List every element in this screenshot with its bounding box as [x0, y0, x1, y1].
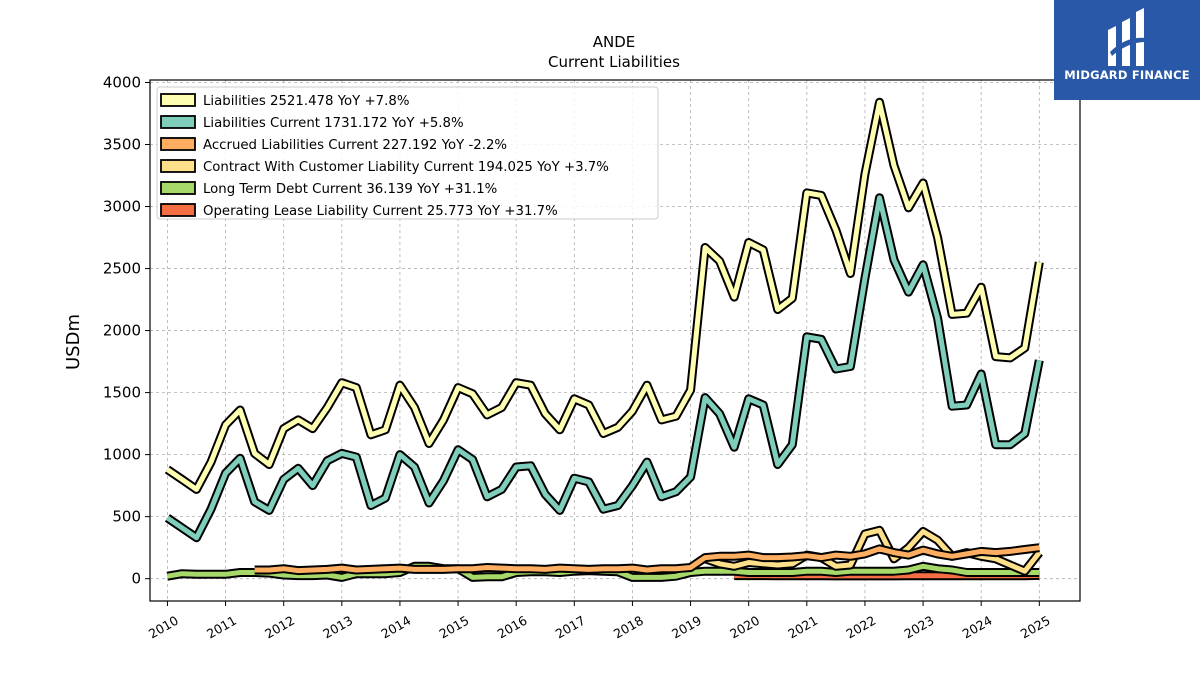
brand-logo: MIDGARD FINANCE: [1054, 0, 1200, 100]
legend-item: Operating Lease Liability Current 25.773…: [160, 203, 558, 219]
legend-box: [156, 86, 659, 220]
x-tick-label: 2015: [437, 613, 472, 642]
y-tick-label: 500: [112, 508, 141, 526]
legend-item: Accrued Liabilities Current 227.192 YoY …: [160, 137, 507, 153]
logo-text: MIDGARD FINANCE: [1064, 68, 1190, 82]
y-tick-label: 3000: [103, 198, 141, 216]
x-tick-label: 2013: [320, 613, 355, 642]
series-line: [254, 545, 1040, 574]
legend-swatch: [160, 159, 196, 173]
series-liabilities-current: [164, 193, 1044, 543]
legend-label: Contract With Customer Liability Current…: [203, 160, 609, 175]
logo-mark-icon: [1108, 8, 1146, 66]
series-line-outline: [164, 193, 1044, 543]
x-axis-ticks: 2010 2011 2012 2013 2014 2015 2016 2017 2018 2019…: [146, 601, 1053, 642]
x-tick-label: 2018: [611, 613, 646, 642]
y-tick-label: 1500: [103, 384, 141, 402]
x-tick-label: 2011: [204, 613, 239, 642]
chart-subtitle: Current Liabilities: [548, 53, 680, 71]
y-axis-label: USDm: [63, 314, 84, 370]
legend-swatch: [160, 93, 196, 107]
y-tick-label: 2000: [103, 322, 141, 340]
legend-label: Liabilities Current 1731.172 YoY +5.8%: [203, 116, 464, 131]
x-tick-label: 2024: [960, 613, 995, 642]
series-contract-with-customer-liability-current: [703, 525, 1043, 576]
legend-item: Contract With Customer Liability Current…: [160, 159, 609, 175]
legend-swatch: [160, 115, 196, 129]
y-axis-ticks: 0 500 1000 1500 2000 2500 3000 3500 4000: [103, 73, 150, 588]
series-line: [704, 527, 1042, 574]
plot-frame: [149, 79, 1081, 602]
series-accrued-liabilities-current: [254, 543, 1040, 576]
legend-label: Operating Lease Liability Current 25.773…: [203, 204, 558, 219]
x-tick-label: 2023: [902, 613, 937, 642]
series-line: [165, 99, 1042, 492]
legend-label: Accrued Liabilities Current 227.192 YoY …: [203, 138, 507, 153]
x-tick-label: 2019: [669, 613, 704, 642]
x-tick-label: 2010: [146, 613, 181, 642]
series-layer: [164, 97, 1044, 582]
x-tick-label: 2016: [495, 613, 530, 642]
x-tick-label: 2020: [727, 613, 762, 642]
legend-item: Long Term Debt Current 36.139 YoY +31.1%: [160, 181, 497, 197]
series-liabilities: [164, 97, 1044, 494]
x-tick-label: 2021: [785, 613, 820, 642]
legend-label: Liabilities 2521.478 YoY +7.8%: [203, 94, 409, 109]
y-tick-label: 1000: [103, 446, 141, 464]
legend: Liabilities 2521.478 YoY +7.8% Liabilitie…: [156, 86, 659, 220]
legend-swatch: [160, 181, 196, 195]
legend-item: Liabilities Current 1731.172 YoY +5.8%: [160, 115, 464, 131]
x-tick-label: 2022: [843, 613, 878, 642]
x-tick-label: 2012: [262, 613, 297, 642]
series-line: [165, 195, 1042, 541]
legend-item: Liabilities 2521.478 YoY +7.8%: [160, 93, 409, 109]
y-tick-label: 2500: [103, 260, 141, 278]
chart-title: ANDE: [593, 33, 636, 51]
legend-swatch: [160, 203, 196, 217]
x-tick-label: 2025: [1018, 613, 1053, 642]
x-tick-label: 2014: [378, 613, 413, 642]
y-tick-label: 0: [131, 570, 141, 588]
y-tick-label: 4000: [103, 73, 141, 91]
y-tick-label: 3500: [103, 136, 141, 154]
legend-label: Long Term Debt Current 36.139 YoY +31.1%: [203, 182, 497, 197]
x-tick-label: 2017: [553, 613, 588, 642]
legend-swatch: [160, 137, 196, 151]
